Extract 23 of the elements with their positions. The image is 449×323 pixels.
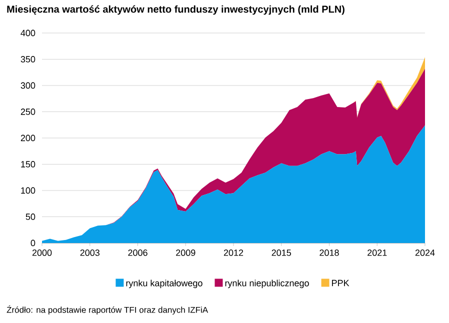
x-tick-label: 2018 — [320, 250, 339, 256]
legend-label: PPK — [332, 280, 350, 286]
y-tick-label: 150 — [21, 161, 36, 168]
legend-label: rynku kapitałowego — [126, 280, 202, 288]
y-tick-label: 400 — [20, 30, 36, 36]
legend-label: rynku niepublicznego — [225, 280, 309, 288]
x-tick-label: 2000 — [32, 250, 52, 256]
y-tick-label: 0 — [30, 240, 36, 246]
x-tick-label: 2006 — [128, 250, 148, 256]
y-tick-label: 200 — [20, 134, 36, 142]
y-tick-label: 300 — [20, 82, 36, 89]
x-tick-label: 2012 — [224, 250, 244, 256]
text: Źródło: na podstawie raportów TFI oraz danych IZFiA — [6, 305, 208, 315]
y-tick-label: 350 — [20, 56, 36, 62]
x-tick-label: 2021 — [368, 250, 387, 256]
x-tick-label: 2009 — [176, 250, 196, 256]
x-tick-label: 2015 — [272, 250, 292, 256]
x-tick-label: 2003 — [80, 250, 100, 256]
x-tick-label: 2024 — [415, 250, 435, 256]
y-tick-label: 250 — [20, 108, 36, 115]
chart-title: Miesięczna wartość aktywów netto funduszy inwestycyjnych (mld PLN) — [7, 5, 344, 15]
y-tick-label: 100 — [21, 187, 36, 194]
y-tick-label: 50 — [26, 214, 36, 220]
